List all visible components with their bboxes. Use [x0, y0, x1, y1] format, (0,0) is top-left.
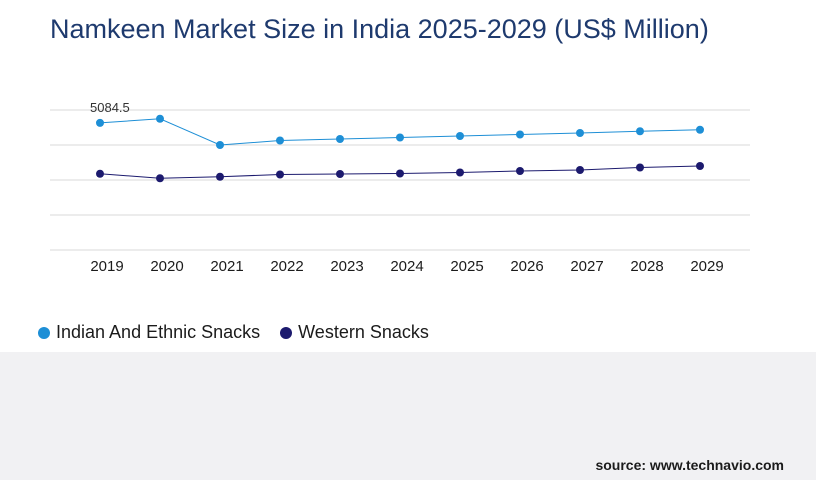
data-point [576, 129, 584, 137]
legend-label-western: Western Snacks [298, 322, 429, 342]
data-point [696, 125, 704, 134]
data-point [216, 172, 224, 181]
data-point [396, 133, 404, 142]
x-tick-label: 2027 [570, 258, 603, 275]
data-label: 5084.5 [90, 100, 130, 115]
data-point [336, 135, 344, 143]
x-tick-label: 2022 [270, 258, 303, 275]
chart-legend: Indian And Ethnic Snacks Western Snacks [38, 322, 443, 343]
data-point [576, 166, 584, 174]
x-axis-ticks: 2019 2020 2021 2022 2023 2024 2025 2026 2027 2028… [90, 258, 723, 275]
legend-label-indian: Indian And Ethnic Snacks [56, 322, 261, 342]
data-point [636, 127, 644, 136]
data-point [396, 169, 404, 178]
legend-item-indian[interactable]: Indian And Ethnic Snacks [38, 322, 260, 343]
data-points [96, 114, 704, 183]
data-point [696, 162, 704, 170]
legend-marker-indian [38, 326, 50, 339]
x-tick-label: 2025 [450, 258, 483, 275]
legend-item-western[interactable]: Western Snacks [280, 322, 429, 343]
x-tick-label: 2026 [510, 258, 543, 275]
x-tick-label: 2023 [330, 258, 363, 275]
data-point [456, 132, 464, 140]
data-point [456, 168, 464, 177]
x-tick-label: 2020 [150, 258, 183, 275]
data-point [276, 170, 284, 179]
data-point [96, 118, 104, 127]
series-lines [99, 118, 701, 179]
x-tick-label: 2028 [630, 258, 663, 275]
source-credit: source: www.technavio.com [595, 457, 784, 473]
legend-marker-western [280, 326, 293, 339]
x-tick-label: 2019 [90, 258, 123, 275]
chart-title: Namkeen Market Size in India 2025-2029 (… [50, 14, 709, 44]
x-tick-label: 2029 [690, 258, 723, 275]
x-tick-label: 2021 [210, 258, 243, 275]
gridlines [50, 109, 750, 251]
data-point [156, 174, 164, 183]
data-point [336, 170, 344, 178]
x-tick-label: 2024 [390, 258, 423, 275]
data-point [516, 167, 524, 175]
data-point [96, 169, 104, 178]
data-point [276, 136, 284, 145]
line-chart: 2019 2020 2021 2022 2023 2024 2025 2026 2027 2028… [50, 100, 750, 275]
data-point [516, 130, 524, 139]
annotations: 5084.5 [90, 100, 130, 115]
data-point [156, 114, 164, 123]
data-point [636, 163, 644, 172]
data-point [216, 141, 224, 149]
